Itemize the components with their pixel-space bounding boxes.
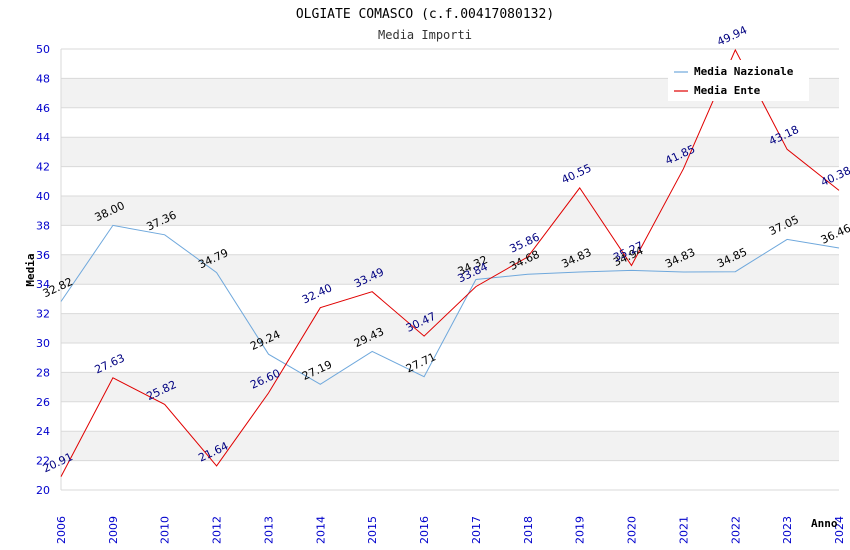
grid-lines	[60, 48, 839, 491]
series-line-media-ente	[60, 48, 840, 477]
series-lines	[60, 48, 840, 477]
x-tick-label: 2023	[781, 516, 794, 544]
grid-band	[61, 196, 839, 226]
grid-bands	[61, 78, 839, 461]
grid-band	[61, 254, 839, 285]
x-tick-label: 2006	[55, 516, 68, 544]
data-label-media-ente: 32.40	[300, 281, 334, 306]
x-tick-label: 2012	[211, 516, 224, 544]
x-tick-label: 2013	[262, 516, 275, 544]
grid-band	[61, 431, 839, 461]
chart-title: OLGIATE COMASCO (c.f.00417080132)	[296, 7, 554, 22]
y-axis-ticks: 20 22 24 26 28 30 32 34 36 38 40 42 44 46 48 50	[36, 43, 50, 497]
series-line-media-nazionale	[60, 224, 840, 385]
y-axis-label: Media	[24, 253, 37, 286]
data-label-media-ente: 40.38	[819, 164, 850, 189]
legend: Media Nazionale Media Ente	[668, 60, 809, 101]
y-tick-label: 32	[36, 308, 50, 321]
y-tick-label: 44	[36, 131, 50, 144]
x-tick-label: 2010	[159, 516, 172, 544]
data-label-media-ente: 49.94	[715, 24, 749, 49]
x-tick-label: 2014	[314, 516, 327, 544]
y-tick-label: 40	[36, 190, 50, 203]
chart-subtitle: Media Importi	[378, 28, 472, 42]
x-tick-label: 2019	[574, 516, 587, 544]
y-tick-label: 34	[36, 278, 50, 291]
y-tick-label: 28	[36, 366, 50, 379]
grid-band	[61, 372, 839, 402]
y-tick-label: 36	[36, 249, 50, 262]
y-tick-label: 30	[36, 337, 50, 350]
legend-label-media-nazionale: Media Nazionale	[694, 65, 794, 78]
y-tick-label: 50	[36, 43, 50, 56]
x-tick-label: 2024	[833, 516, 846, 544]
data-label-media-nazionale: 27.71	[404, 350, 438, 375]
y-tick-label: 48	[36, 72, 50, 85]
legend-label-media-ente: Media Ente	[694, 84, 761, 97]
grid-band	[61, 137, 839, 167]
x-tick-label: 2015	[366, 516, 379, 544]
x-axis-label: Anno	[811, 517, 838, 530]
legend-box	[668, 60, 809, 101]
x-tick-label: 2009	[107, 516, 120, 544]
y-tick-label: 42	[36, 161, 50, 174]
x-tick-label: 2021	[677, 516, 690, 544]
x-tick-label: 2022	[729, 516, 742, 544]
x-tick-label: 2016	[418, 516, 431, 544]
x-tick-label: 2017	[470, 516, 483, 544]
y-tick-label: 38	[36, 219, 50, 232]
y-tick-label: 26	[36, 396, 50, 409]
y-tick-label: 20	[36, 484, 50, 497]
x-tick-label: 2020	[626, 516, 639, 544]
x-tick-label: 2018	[522, 516, 535, 544]
y-tick-label: 24	[36, 425, 50, 438]
y-tick-label: 46	[36, 102, 50, 115]
y-tick-label: 22	[36, 455, 50, 468]
x-axis-ticks: 2006 2009 2010 2012 2013 2014 2015 2016 2017 2018…	[55, 516, 846, 544]
